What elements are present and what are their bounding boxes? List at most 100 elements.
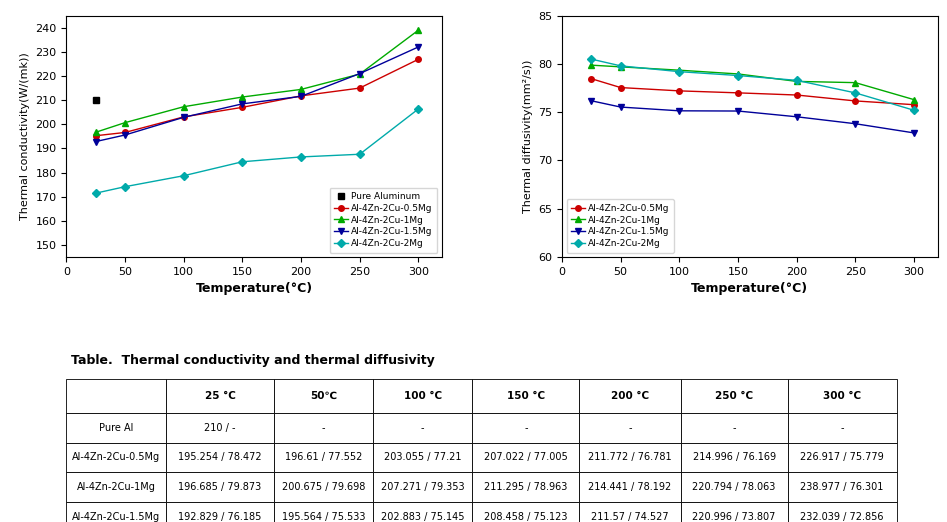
FancyBboxPatch shape: [66, 443, 167, 472]
Al-4Zn-2Cu-1Mg: [354, 71, 366, 77]
Al-4Zn-2Cu-1.5Mg: [90, 138, 101, 145]
FancyBboxPatch shape: [473, 413, 580, 443]
Al-4Zn-2Cu-2Mg: [615, 63, 626, 69]
Line: Al-4Zn-2Cu-1Mg: Al-4Zn-2Cu-1Mg: [588, 63, 917, 102]
Al-4Zn-2Cu-2Mg: [849, 90, 861, 96]
Al-4Zn-2Cu-1.5Mg: [585, 98, 597, 104]
Al-4Zn-2Cu-1Mg: [90, 129, 101, 135]
Text: 200.675 / 79.698: 200.675 / 79.698: [281, 482, 365, 492]
Al-4Zn-2Cu-2Mg: [413, 106, 424, 112]
Al-4Zn-2Cu-1Mg: [413, 27, 424, 33]
Text: -: -: [840, 423, 844, 433]
FancyBboxPatch shape: [473, 472, 580, 502]
FancyBboxPatch shape: [580, 413, 681, 443]
Text: 100 °C: 100 °C: [403, 391, 441, 401]
FancyBboxPatch shape: [580, 379, 681, 413]
FancyBboxPatch shape: [580, 472, 681, 502]
FancyBboxPatch shape: [580, 502, 681, 522]
Text: Al-4Zn-2Cu-1Mg: Al-4Zn-2Cu-1Mg: [77, 482, 156, 492]
Text: 220.794 / 78.063: 220.794 / 78.063: [692, 482, 776, 492]
Al-4Zn-2Cu-1Mg: [237, 94, 248, 100]
Al-4Zn-2Cu-2Mg: [354, 151, 366, 158]
Text: Pure Al: Pure Al: [99, 423, 134, 433]
Al-4Zn-2Cu-2Mg: [90, 190, 101, 196]
Text: 50℃: 50℃: [310, 391, 337, 401]
FancyBboxPatch shape: [373, 443, 473, 472]
Al-4Zn-2Cu-2Mg: [732, 73, 743, 79]
Line: Al-4Zn-2Cu-1.5Mg: Al-4Zn-2Cu-1.5Mg: [93, 44, 421, 145]
FancyBboxPatch shape: [167, 413, 274, 443]
Al-4Zn-2Cu-2Mg: [119, 184, 131, 190]
Al-4Zn-2Cu-1Mg: [119, 120, 131, 126]
Text: 226.917 / 75.779: 226.917 / 75.779: [800, 453, 884, 462]
Al-4Zn-2Cu-1.5Mg: [178, 114, 189, 121]
Text: 207.271 / 79.353: 207.271 / 79.353: [381, 482, 464, 492]
Text: 210 / -: 210 / -: [205, 423, 236, 433]
FancyBboxPatch shape: [66, 502, 167, 522]
Text: -: -: [524, 423, 527, 433]
FancyBboxPatch shape: [681, 443, 788, 472]
FancyBboxPatch shape: [167, 502, 274, 522]
FancyBboxPatch shape: [788, 472, 897, 502]
Legend: Pure Aluminum, Al-4Zn-2Cu-0.5Mg, Al-4Zn-2Cu-1Mg, Al-4Zn-2Cu-1.5Mg, Al-4Zn-2Cu-2M: Pure Aluminum, Al-4Zn-2Cu-0.5Mg, Al-4Zn-…: [330, 188, 438, 253]
Al-4Zn-2Cu-0.5Mg: [119, 129, 131, 136]
Text: 220.996 / 73.807: 220.996 / 73.807: [692, 512, 776, 521]
Text: 192.829 / 76.185: 192.829 / 76.185: [178, 512, 261, 521]
Text: 214.996 / 76.169: 214.996 / 76.169: [692, 453, 776, 462]
Al-4Zn-2Cu-0.5Mg: [849, 98, 861, 104]
FancyBboxPatch shape: [373, 413, 473, 443]
FancyBboxPatch shape: [274, 413, 373, 443]
Al-4Zn-2Cu-2Mg: [673, 68, 685, 75]
Line: Al-4Zn-2Cu-1Mg: Al-4Zn-2Cu-1Mg: [93, 28, 421, 135]
FancyBboxPatch shape: [473, 502, 580, 522]
Al-4Zn-2Cu-0.5Mg: [295, 93, 307, 99]
Text: -: -: [322, 423, 325, 433]
Text: 150 °C: 150 °C: [507, 391, 545, 401]
FancyBboxPatch shape: [681, 472, 788, 502]
Al-4Zn-2Cu-0.5Mg: [732, 90, 743, 96]
Al-4Zn-2Cu-1.5Mg: [791, 114, 802, 120]
Al-4Zn-2Cu-0.5Mg: [354, 85, 366, 91]
Line: Al-4Zn-2Cu-0.5Mg: Al-4Zn-2Cu-0.5Mg: [93, 56, 421, 138]
Al-4Zn-2Cu-1.5Mg: [354, 70, 366, 77]
Line: Al-4Zn-2Cu-2Mg: Al-4Zn-2Cu-2Mg: [93, 106, 421, 196]
Al-4Zn-2Cu-1.5Mg: [732, 108, 743, 114]
Al-4Zn-2Cu-0.5Mg: [585, 76, 597, 82]
FancyBboxPatch shape: [681, 413, 788, 443]
FancyBboxPatch shape: [167, 472, 274, 502]
Legend: Al-4Zn-2Cu-0.5Mg, Al-4Zn-2Cu-1Mg, Al-4Zn-2Cu-1.5Mg, Al-4Zn-2Cu-2Mg: Al-4Zn-2Cu-0.5Mg, Al-4Zn-2Cu-1Mg, Al-4Zn…: [566, 199, 674, 253]
Al-4Zn-2Cu-0.5Mg: [178, 114, 189, 120]
Text: Al-4Zn-2Cu-0.5Mg: Al-4Zn-2Cu-0.5Mg: [72, 453, 160, 462]
Line: Al-4Zn-2Cu-0.5Mg: Al-4Zn-2Cu-0.5Mg: [588, 76, 917, 108]
Text: 300 °C: 300 °C: [823, 391, 861, 401]
Text: 195.564 / 75.533: 195.564 / 75.533: [281, 512, 365, 521]
Text: 250 °C: 250 °C: [715, 391, 753, 401]
Al-4Zn-2Cu-1Mg: [615, 64, 626, 70]
FancyBboxPatch shape: [681, 502, 788, 522]
Line: Al-4Zn-2Cu-1.5Mg: Al-4Zn-2Cu-1.5Mg: [588, 98, 917, 136]
Al-4Zn-2Cu-1Mg: [791, 78, 802, 85]
Al-4Zn-2Cu-2Mg: [908, 107, 920, 113]
Al-4Zn-2Cu-0.5Mg: [413, 56, 424, 63]
Text: 196.685 / 79.873: 196.685 / 79.873: [178, 482, 261, 492]
Text: 211.772 / 76.781: 211.772 / 76.781: [588, 453, 671, 462]
FancyBboxPatch shape: [66, 472, 167, 502]
FancyBboxPatch shape: [274, 379, 373, 413]
X-axis label: Temperature(°C): Temperature(°C): [195, 282, 313, 295]
X-axis label: Temperature(°C): Temperature(°C): [691, 282, 809, 295]
Text: Table.  Thermal conductivity and thermal diffusivity: Table. Thermal conductivity and thermal …: [71, 354, 435, 367]
Al-4Zn-2Cu-1.5Mg: [673, 108, 685, 114]
Al-4Zn-2Cu-0.5Mg: [615, 85, 626, 91]
Al-4Zn-2Cu-1.5Mg: [295, 93, 307, 100]
Al-4Zn-2Cu-0.5Mg: [237, 104, 248, 111]
Al-4Zn-2Cu-1Mg: [585, 62, 597, 68]
Text: 238.977 / 76.301: 238.977 / 76.301: [800, 482, 884, 492]
FancyBboxPatch shape: [274, 502, 373, 522]
Text: 214.441 / 78.192: 214.441 / 78.192: [588, 482, 671, 492]
Al-4Zn-2Cu-1.5Mg: [908, 130, 920, 136]
Al-4Zn-2Cu-1Mg: [908, 97, 920, 103]
FancyBboxPatch shape: [274, 472, 373, 502]
Text: 196.61 / 77.552: 196.61 / 77.552: [285, 453, 362, 462]
FancyBboxPatch shape: [788, 443, 897, 472]
FancyBboxPatch shape: [681, 379, 788, 413]
